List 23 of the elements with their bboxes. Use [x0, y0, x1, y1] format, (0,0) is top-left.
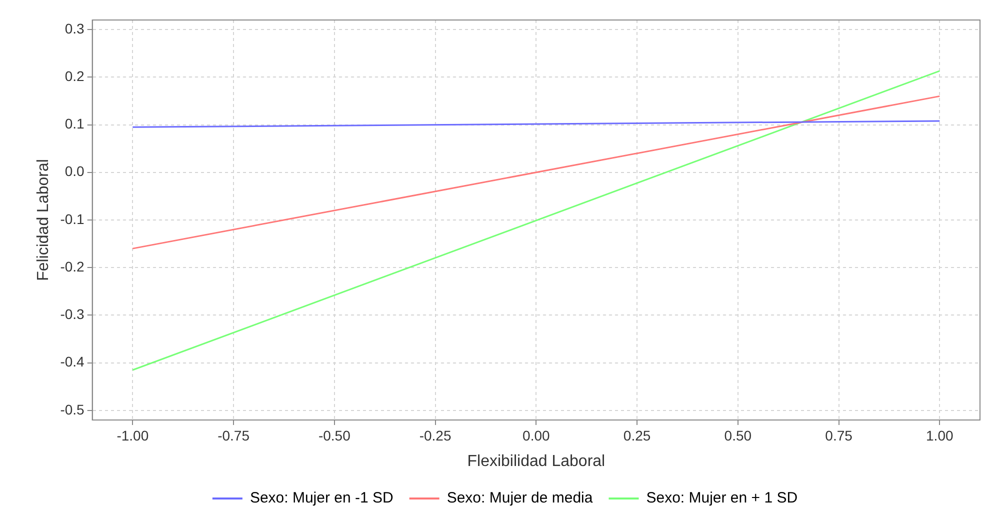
y-tick-label: 0.2: [64, 68, 85, 84]
legend-label: Sexo: Mujer en -1 SD: [250, 490, 394, 507]
x-tick-label: 0.75: [825, 427, 853, 444]
legend-label: Sexo: Mujer en + 1 SD: [646, 490, 798, 507]
y-tick-label: -0.5: [60, 401, 85, 418]
x-tick-label: -0.25: [419, 427, 452, 444]
y-axis-title: Felicidad Laboral: [35, 159, 52, 281]
x-tick-label: -1.00: [116, 427, 149, 444]
y-tick-label: 0.3: [64, 20, 85, 36]
y-tick-label: 0.0: [64, 163, 85, 180]
x-tick-label: 0.00: [522, 427, 550, 444]
y-tick-label: -0.3: [60, 306, 85, 322]
y-tick-label: 0.1: [64, 116, 85, 132]
x-tick-label: -0.50: [318, 427, 351, 444]
x-tick-label: 0.25: [623, 427, 651, 444]
x-tick-label: -0.75: [218, 427, 250, 444]
x-axis-title: Flexibilidad Laboral: [467, 452, 606, 470]
y-tick-label: -0.1: [60, 210, 85, 227]
x-tick-label: 0.50: [724, 427, 752, 444]
y-tick-label: -0.2: [60, 258, 85, 274]
x-tick-label: 1.00: [926, 427, 954, 444]
y-tick-label: -0.4: [60, 354, 85, 370]
legend-label: Sexo: Mujer de media: [446, 490, 594, 507]
